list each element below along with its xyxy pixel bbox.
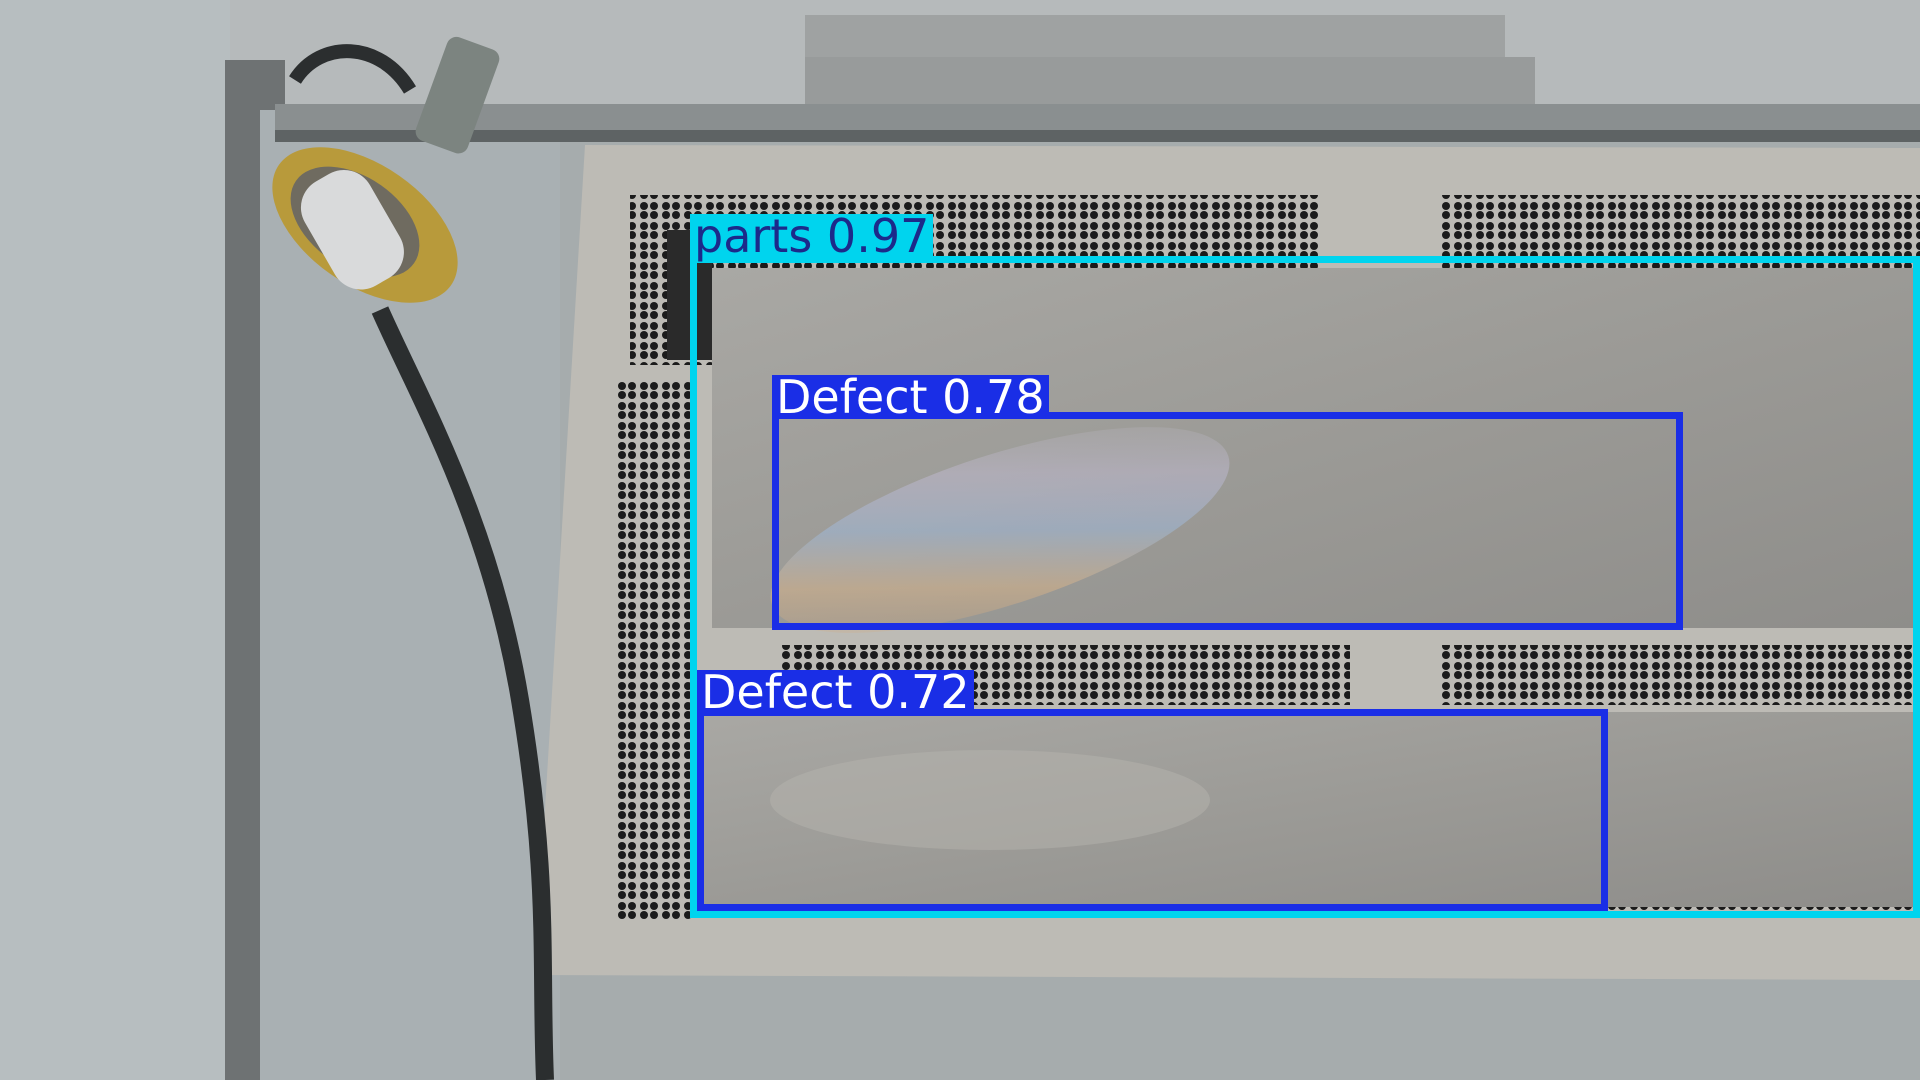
parts-label: parts 0.97 (690, 213, 934, 259)
defect-lower-label: Defect 0.72 (697, 669, 974, 715)
defect-lower-bounding-box (697, 709, 1608, 911)
parts-bounding-box (690, 256, 1920, 918)
defect-upper-label: Defect 0.78 (772, 374, 1049, 420)
defect-upper-bounding-box (772, 412, 1683, 630)
